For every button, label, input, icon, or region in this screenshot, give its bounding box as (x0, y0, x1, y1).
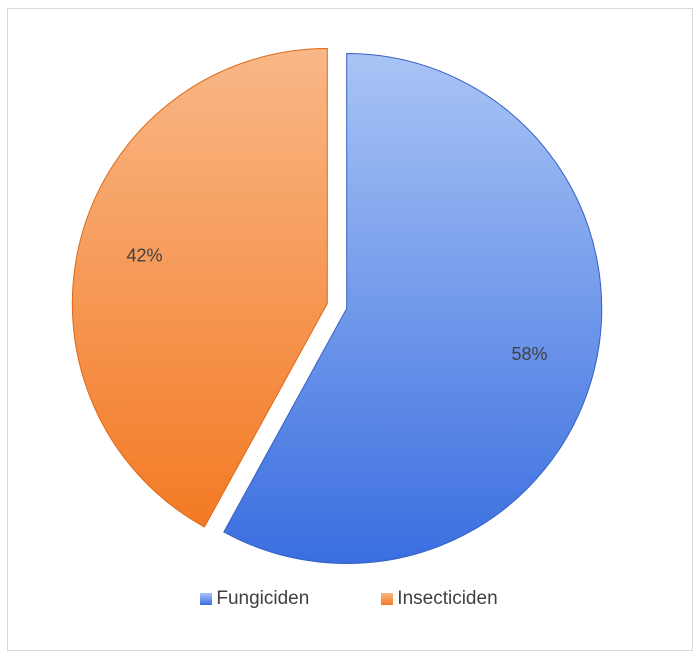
pie-slice-fungiciden (223, 52, 603, 564)
pie-slice-insecticiden (71, 48, 328, 528)
chart-legend: Fungiciden Insecticiden (0, 588, 698, 610)
legend-label-fungiciden: Fungiciden (216, 588, 310, 609)
legend-item-insecticiden: Insecticiden (381, 588, 498, 610)
legend-swatch-fungiciden (200, 593, 213, 605)
legend-swatch-insecticiden (381, 593, 394, 605)
legend-item-fungiciden: Fungiciden (200, 588, 309, 610)
data-label-insecticiden: 42% (127, 245, 163, 265)
legend-label-insecticiden: Insecticiden (397, 588, 498, 609)
data-label-fungiciden: 58% (511, 344, 547, 364)
